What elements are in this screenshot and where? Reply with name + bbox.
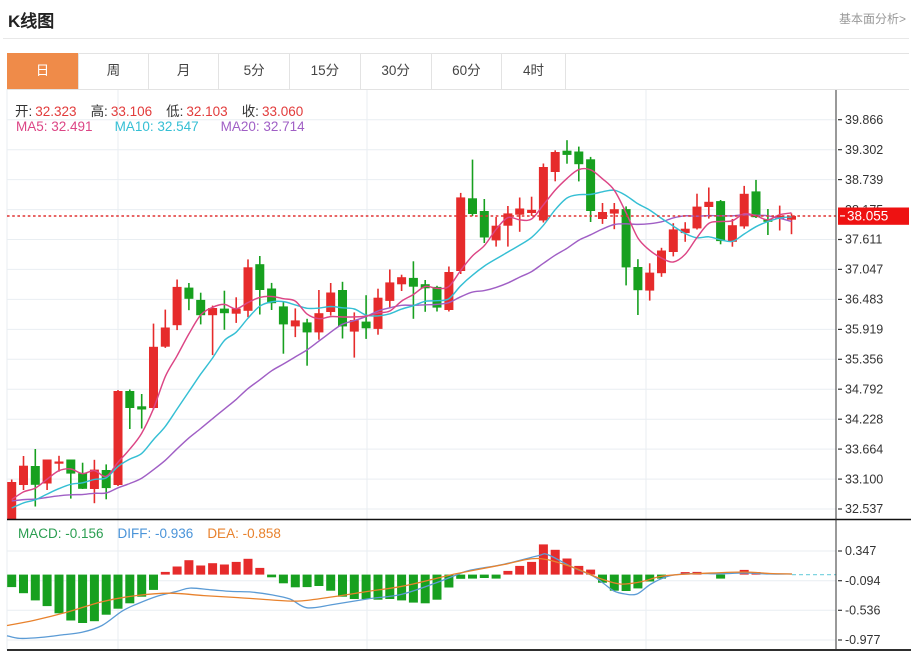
svg-text:39.302: 39.302 xyxy=(845,143,883,157)
svg-text:37.047: 37.047 xyxy=(845,263,883,277)
svg-text:32.537: 32.537 xyxy=(845,502,883,516)
svg-text:33.100: 33.100 xyxy=(845,472,883,486)
svg-text:-0.977: -0.977 xyxy=(845,633,880,647)
svg-text:34.792: 34.792 xyxy=(845,382,883,396)
svg-text:0.347: 0.347 xyxy=(845,544,876,558)
svg-text:39.866: 39.866 xyxy=(845,113,883,127)
svg-text:38.739: 38.739 xyxy=(845,173,883,187)
svg-text:34.228: 34.228 xyxy=(845,412,883,426)
svg-text:-0.536: -0.536 xyxy=(845,604,880,618)
svg-text:37.611: 37.611 xyxy=(845,233,882,247)
svg-text:35.356: 35.356 xyxy=(845,353,883,367)
svg-text:33.664: 33.664 xyxy=(845,442,883,456)
svg-text:38.055: 38.055 xyxy=(847,209,888,224)
svg-text:35.919: 35.919 xyxy=(845,323,883,337)
svg-text:36.483: 36.483 xyxy=(845,293,883,307)
svg-text:-0.094: -0.094 xyxy=(845,574,880,588)
